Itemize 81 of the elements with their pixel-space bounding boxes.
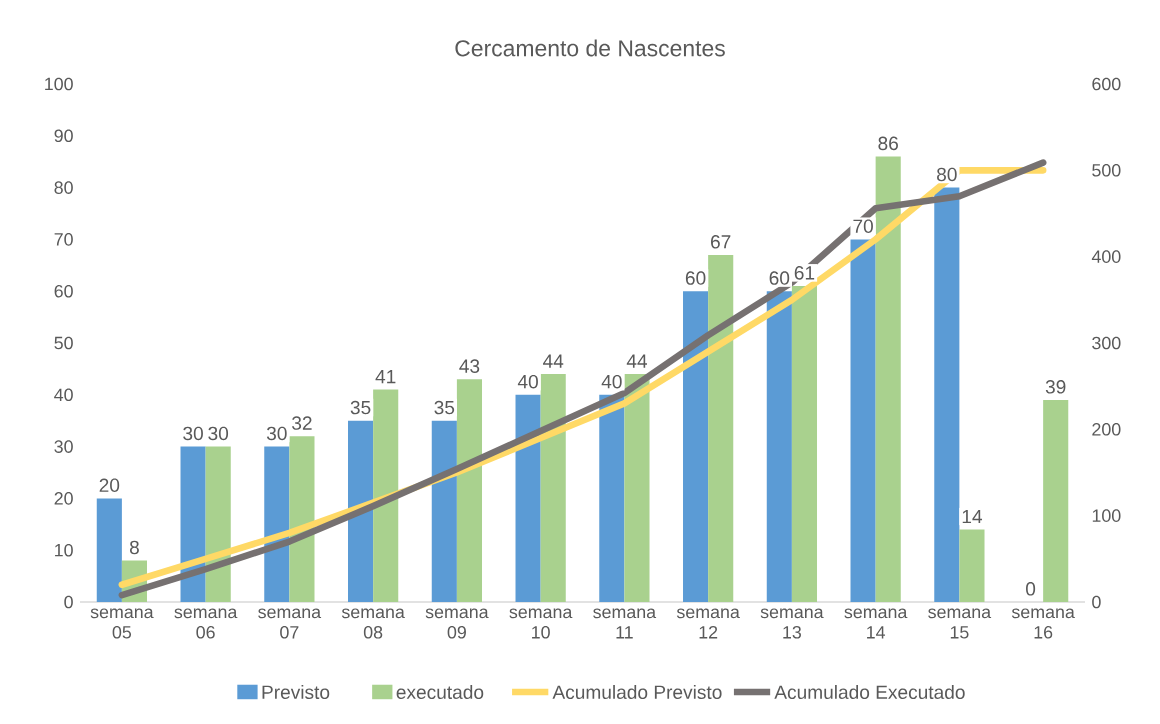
data-label: 44 xyxy=(626,354,648,368)
bar xyxy=(624,374,650,602)
data-label: 14 xyxy=(962,509,983,524)
y2-tick-label: 100 xyxy=(1092,509,1121,522)
y2-tick-label: 600 xyxy=(1092,77,1121,91)
y-tick-label: 0 xyxy=(64,595,73,609)
data-label: 80 xyxy=(937,167,957,182)
bar xyxy=(766,291,792,602)
bar xyxy=(959,529,985,602)
data-label: 86 xyxy=(878,136,898,151)
x-tick-label: semana 11 xyxy=(593,608,657,639)
data-label: 32 xyxy=(292,416,312,430)
data-label: 8 xyxy=(129,540,139,555)
data-label: 30 xyxy=(266,426,287,441)
x-tick-label: semana 05 xyxy=(90,608,154,639)
x-tick-label: semana 15 xyxy=(928,608,992,639)
bar xyxy=(1043,399,1069,602)
bar xyxy=(96,498,122,602)
x-tick-label: semana 10 xyxy=(509,608,573,639)
y-tick-label: 40 xyxy=(54,388,73,402)
y-tick-label: 80 xyxy=(54,181,73,194)
data-label: 43 xyxy=(459,359,480,373)
bar xyxy=(348,420,374,602)
bar xyxy=(515,394,541,602)
data-label: 41 xyxy=(375,370,396,384)
bar xyxy=(599,394,625,602)
bar xyxy=(708,254,734,602)
x-tick-label: semana 16 xyxy=(1011,608,1075,639)
data-label: 60 xyxy=(769,271,790,285)
data-label: 35 xyxy=(350,400,371,415)
y2-tick-label: 300 xyxy=(1092,336,1121,350)
legend-label: executado xyxy=(396,684,484,700)
y2-tick-label: 400 xyxy=(1091,250,1121,263)
bar xyxy=(180,446,206,602)
y-tick-label: 20 xyxy=(54,492,73,505)
chart-title: Cercamento de Nascentes xyxy=(455,39,725,57)
y-tick-label: 100 xyxy=(45,77,73,91)
legend-label: Previsto xyxy=(262,684,330,700)
bar xyxy=(373,389,399,602)
data-label: 35 xyxy=(434,400,455,415)
bar xyxy=(540,374,566,602)
data-label: 30 xyxy=(208,426,229,441)
data-label: 70 xyxy=(853,219,873,234)
x-tick-label: semana 13 xyxy=(760,608,824,639)
bar xyxy=(264,446,290,602)
data-label: 40 xyxy=(517,374,538,389)
x-tick-label: semana 08 xyxy=(341,608,405,639)
bar xyxy=(875,156,901,602)
data-label: 60 xyxy=(685,271,706,285)
bar xyxy=(791,286,818,602)
bar xyxy=(456,379,483,602)
x-tick-label: semana 14 xyxy=(844,608,908,639)
bar xyxy=(934,187,960,602)
y2-tick-label: 200 xyxy=(1092,423,1121,436)
legend-label: Acumulado Previsto xyxy=(552,684,722,700)
y-tick-label: 90 xyxy=(54,129,73,143)
bar xyxy=(205,446,231,602)
x-tick-label: semana 07 xyxy=(258,608,322,639)
data-label: 61 xyxy=(794,266,815,280)
y2-tick-label: 500 xyxy=(1092,164,1121,177)
x-tick-label: semana 06 xyxy=(174,608,238,639)
legend-label: Acumulado Executado xyxy=(774,684,965,700)
y-tick-label: 60 xyxy=(54,284,73,298)
bar xyxy=(850,239,876,602)
y-tick-label: 30 xyxy=(54,440,73,453)
data-label: 20 xyxy=(99,478,120,493)
data-label: 40 xyxy=(601,374,622,389)
data-label: 44 xyxy=(543,354,564,368)
y-tick-label: 70 xyxy=(54,233,73,246)
data-label: 67 xyxy=(711,235,731,249)
bar xyxy=(431,420,457,602)
x-tick-label: semana 09 xyxy=(425,608,489,639)
bar xyxy=(683,291,709,602)
y-tick-label: 50 xyxy=(54,336,73,350)
data-label: 0 xyxy=(1026,582,1036,596)
bar xyxy=(289,436,315,602)
y-tick-label: 10 xyxy=(55,543,73,557)
y2-tick-label: 0 xyxy=(1092,595,1101,609)
x-tick-label: semana 12 xyxy=(676,608,740,639)
data-label: 39 xyxy=(1045,380,1066,394)
data-label: 30 xyxy=(183,426,203,441)
